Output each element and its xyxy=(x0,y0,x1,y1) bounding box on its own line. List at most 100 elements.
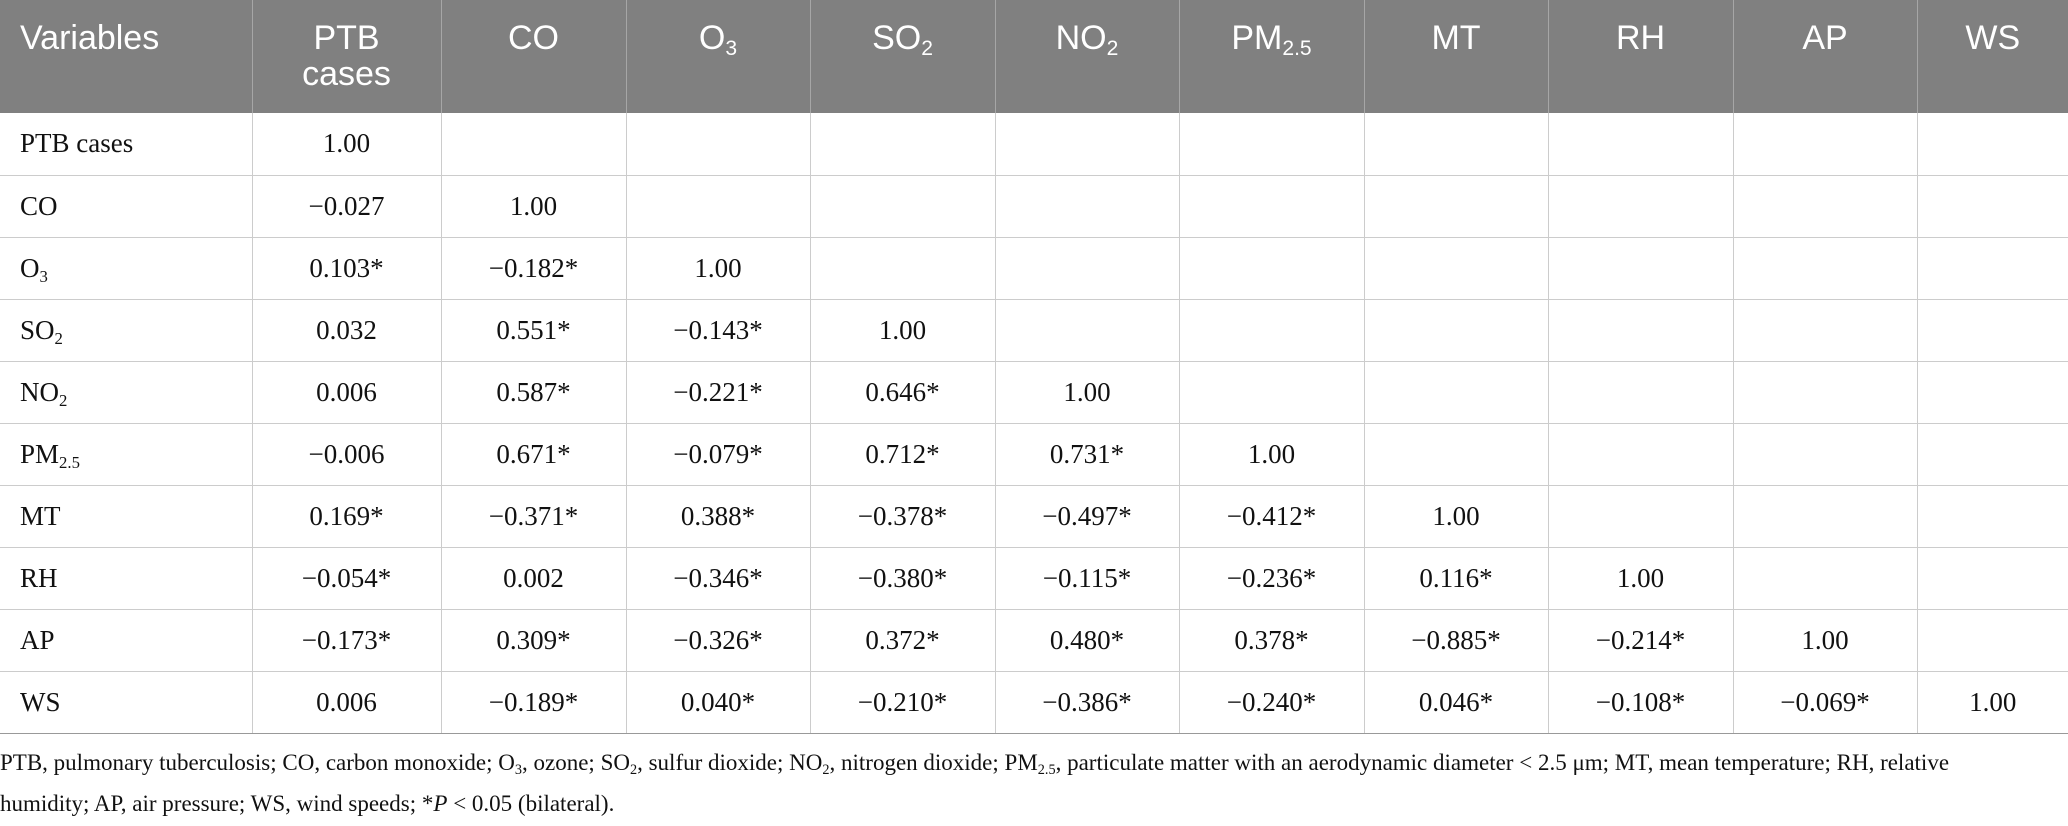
table-cell: 0.006 xyxy=(251,671,441,734)
table-cell xyxy=(1916,299,2068,362)
row-label: RH xyxy=(0,547,252,610)
table-cell: −0.326* xyxy=(625,609,810,672)
table-cell: 0.372* xyxy=(809,609,995,672)
table-cell xyxy=(1916,237,2068,300)
header-ws: WS xyxy=(1916,0,2068,113)
header-o3: O3 xyxy=(625,0,810,113)
table-cell: 0.103* xyxy=(251,237,441,300)
header-row: Variables PTB cases CO O3 SO2 NO2 PM2.5 M… xyxy=(0,0,2068,113)
table-cell xyxy=(1732,547,1917,610)
table-cell xyxy=(1363,113,1548,176)
table-cell xyxy=(1178,113,1364,176)
table-cell: 1.00 xyxy=(1916,671,2068,734)
table-cell: 1.00 xyxy=(1732,609,1917,672)
table-cell: −0.182* xyxy=(440,237,626,300)
table-cell xyxy=(1178,299,1364,362)
table-cell: 0.169* xyxy=(251,485,441,548)
table-cell: −0.380* xyxy=(809,547,995,610)
row-label: PTB cases xyxy=(0,113,252,176)
table-cell: −0.069* xyxy=(1732,671,1917,734)
table-cell xyxy=(625,175,810,238)
table-cell xyxy=(1732,299,1917,362)
header-no2: NO2 xyxy=(994,0,1179,113)
table-cell: 1.00 xyxy=(440,175,626,238)
table-cell xyxy=(809,237,995,300)
table-cell: 0.006 xyxy=(251,361,441,424)
table-cell xyxy=(1363,361,1548,424)
table-cell: −0.386* xyxy=(994,671,1179,734)
table-cell xyxy=(1363,299,1548,362)
table-cell: −0.108* xyxy=(1547,671,1733,734)
table-cell: 0.646* xyxy=(809,361,995,424)
table-cell: −0.412* xyxy=(1178,485,1364,548)
header-variables: Variables xyxy=(0,0,252,113)
table-cell xyxy=(1916,361,2068,424)
table-cell xyxy=(1547,237,1733,300)
table-cell: 1.00 xyxy=(625,237,810,300)
table-row: SO2 0.032 0.551* −0.143* 1.00 xyxy=(0,299,2068,362)
table-cell: 0.116* xyxy=(1363,547,1548,610)
table-cell xyxy=(1363,175,1548,238)
table-cell xyxy=(994,299,1179,362)
table-row: PTB cases 1.00 xyxy=(0,113,2068,176)
table-cell: 0.040* xyxy=(625,671,810,734)
table-cell: −0.371* xyxy=(440,485,626,548)
table-cell xyxy=(1732,175,1917,238)
table-row: MT 0.169* −0.371* 0.388* −0.378* −0.497* −0.41… xyxy=(0,485,2068,548)
table-cell xyxy=(1178,175,1364,238)
table-cell: 0.712* xyxy=(809,423,995,486)
table-cell xyxy=(1916,609,2068,672)
row-label: MT xyxy=(0,485,252,548)
table-footnote: PTB, pulmonary tuberculosis; CO, carbon … xyxy=(0,750,1950,816)
table-cell: −0.497* xyxy=(994,485,1179,548)
table-cell xyxy=(1916,423,2068,486)
table-cell: 0.587* xyxy=(440,361,626,424)
table-cell: 0.378* xyxy=(1178,609,1364,672)
header-ptb-cases: PTB cases xyxy=(251,0,441,113)
table-cell: 0.309* xyxy=(440,609,626,672)
header-mt: MT xyxy=(1363,0,1548,113)
table-row: O3 0.103* −0.182* 1.00 xyxy=(0,237,2068,300)
table-cell xyxy=(1363,237,1548,300)
table-cell: 1.00 xyxy=(1363,485,1548,548)
table-cell xyxy=(1178,237,1364,300)
table-row: RH −0.054* 0.002 −0.346* −0.380* −0.115* −0.23… xyxy=(0,547,2068,610)
table-cell: 0.551* xyxy=(440,299,626,362)
table-cell xyxy=(440,113,626,176)
header-ap: AP xyxy=(1732,0,1917,113)
table-cell xyxy=(1732,361,1917,424)
table-cell: −0.189* xyxy=(440,671,626,734)
table-cell: 0.731* xyxy=(994,423,1179,486)
header-pm25: PM2.5 xyxy=(1178,0,1364,113)
table-cell: −0.885* xyxy=(1363,609,1548,672)
table-cell: 1.00 xyxy=(1178,423,1364,486)
table-cell xyxy=(1732,485,1917,548)
table-cell: −0.006 xyxy=(251,423,441,486)
table-cell xyxy=(994,113,1179,176)
table-cell: −0.079* xyxy=(625,423,810,486)
table-cell: −0.346* xyxy=(625,547,810,610)
table-cell xyxy=(625,113,810,176)
row-label: NO2 xyxy=(0,361,252,424)
table-cell: 0.671* xyxy=(440,423,626,486)
table-cell xyxy=(1178,361,1364,424)
table-cell: −0.378* xyxy=(809,485,995,548)
table-cell: 0.388* xyxy=(625,485,810,548)
table-cell xyxy=(1547,113,1733,176)
table-cell: −0.236* xyxy=(1178,547,1364,610)
table-cell xyxy=(1916,175,2068,238)
table-cell xyxy=(1363,423,1548,486)
table-cell xyxy=(1732,423,1917,486)
correlation-table-container: Variables PTB cases CO O3 SO2 NO2 PM2.5 M… xyxy=(0,0,2068,734)
row-label: WS xyxy=(0,671,252,734)
table-cell xyxy=(1547,423,1733,486)
table-cell: −0.214* xyxy=(1547,609,1733,672)
table-cell: 0.046* xyxy=(1363,671,1548,734)
row-label: CO xyxy=(0,175,252,238)
table-cell xyxy=(994,237,1179,300)
table-cell: −0.027 xyxy=(251,175,441,238)
table-cell xyxy=(1732,237,1917,300)
table-cell: 1.00 xyxy=(994,361,1179,424)
table-cell: −0.054* xyxy=(251,547,441,610)
table-cell: 0.032 xyxy=(251,299,441,362)
